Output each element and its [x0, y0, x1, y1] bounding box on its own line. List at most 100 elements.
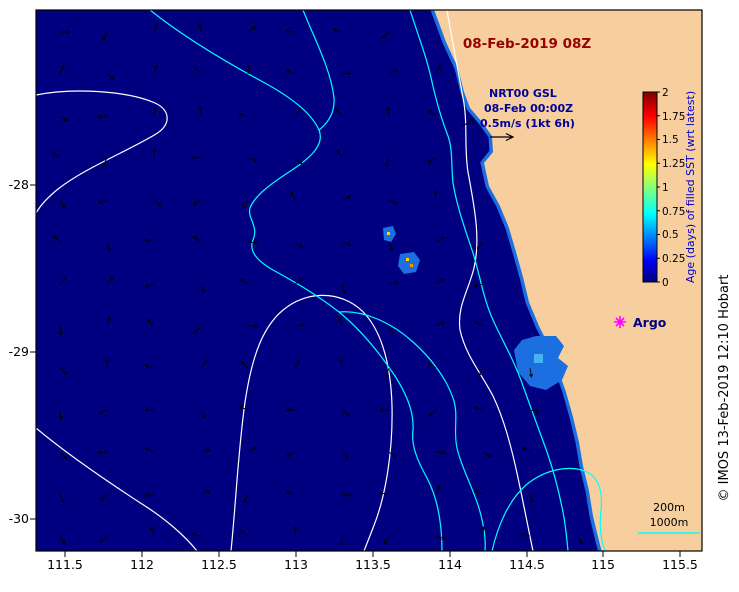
x-axis-ticks [64, 551, 681, 557]
scale-arrow-icon [490, 132, 515, 142]
map-plot-area [36, 10, 702, 551]
x-tick-label: 112.5 [201, 557, 237, 572]
current-vector-arrow [200, 283, 206, 294]
current-vector-arrow [384, 157, 390, 168]
current-vector-field [51, 22, 583, 546]
current-vector-arrow [428, 110, 437, 117]
colorbar-tick-label: 1.25 [662, 158, 685, 170]
current-vector-arrow [341, 493, 352, 498]
current-vector-arrow [239, 279, 249, 285]
current-vector-arrow [521, 446, 531, 453]
contour-200m-shelf-edge [446, 10, 534, 551]
current-vector-arrow [477, 367, 484, 377]
current-vector-arrow [149, 526, 155, 537]
current-vector-arrow [53, 234, 61, 243]
colorbar-tick-label: 1 [662, 182, 669, 194]
legend-1000m-label: 1000m [650, 516, 689, 529]
current-vector-arrow [294, 157, 303, 165]
current-vector-arrow [285, 69, 296, 75]
current-vector-arrow [529, 493, 534, 504]
current-vector-arrow [435, 485, 441, 495]
colorbar-ticks [657, 91, 660, 283]
current-vector-arrow [294, 108, 302, 117]
current-vector-arrow [106, 276, 114, 285]
contour-1000m-main [149, 10, 443, 551]
current-vector-arrow [247, 323, 258, 328]
current-vector-arrow [59, 535, 66, 545]
current-vector-arrow [428, 409, 437, 417]
sst-age-patch-inner [534, 354, 543, 363]
current-vector-arrow [286, 451, 296, 457]
current-vector-arrow [200, 409, 206, 419]
current-vector-arrow [435, 535, 446, 540]
current-vector-arrow [58, 325, 63, 336]
annotation-vector-scale: 0.5m/s (1kt 6h) [480, 117, 575, 130]
annotation-product: NRT00 GSL [489, 87, 557, 100]
colorbar-tick-label: 1.5 [662, 134, 679, 146]
current-vector-arrow [294, 323, 305, 328]
current-vector-arrow [200, 489, 211, 495]
argo-asterisk [614, 316, 626, 328]
current-vector-arrow [102, 157, 108, 167]
sst-speckle [387, 232, 390, 235]
current-vector-arrow [59, 451, 67, 460]
legend-200m-label: 200m [653, 501, 685, 514]
annotation-time: 08-Feb 00:00Z [484, 102, 573, 115]
current-vector-arrow [99, 535, 108, 543]
x-tick-label: 113 [284, 557, 308, 572]
current-vector-arrow [388, 199, 398, 205]
y-tick-label: -30 [9, 511, 29, 526]
current-vector-arrow [473, 490, 484, 495]
current-vector-arrow [106, 73, 115, 81]
current-vector-arrow [481, 526, 486, 537]
current-vector-arrow [285, 490, 296, 495]
x-tick-label: 111.5 [47, 557, 83, 572]
current-vector-arrow [576, 535, 583, 544]
current-vector-arrow [59, 276, 67, 285]
current-vector-arrow [238, 112, 249, 117]
x-tick-label: 115.5 [662, 557, 698, 572]
colorbar-tick-label: 0.75 [662, 206, 685, 218]
current-vector-arrow [144, 407, 155, 412]
colorbar-tick-label: 0 [662, 277, 669, 289]
small-arrow-icon [461, 118, 475, 127]
current-vector-arrow [335, 108, 343, 117]
current-vector-arrow [293, 526, 298, 537]
current-vector-arrow [473, 406, 484, 411]
current-vector-arrow [106, 316, 112, 327]
current-vector-arrow [285, 29, 296, 34]
credit-text: © IMOS 13-Feb-2019 12:10 Hobart [717, 275, 732, 502]
current-vector-arrow [59, 115, 69, 122]
current-vector-arrow [198, 106, 203, 117]
current-vector-arrow [433, 190, 438, 201]
current-vector-arrow [100, 493, 108, 502]
colorbar-tick-label: 0.25 [662, 253, 685, 265]
contour-200m-southwest [36, 427, 198, 551]
current-vector-arrow [59, 493, 65, 503]
map-title: 08-Feb-2019 08Z [463, 36, 592, 52]
current-vector-arrow [386, 106, 391, 117]
current-vector-arrow [247, 157, 258, 163]
current-vector-arrow [341, 451, 349, 460]
current-vector-arrow [339, 535, 344, 546]
colorbar-tick-label: 2 [662, 87, 669, 99]
current-vector-arrow [247, 25, 256, 33]
current-vector-arrow [153, 106, 158, 117]
argo-label: Argo [633, 315, 667, 330]
current-vector-arrow [294, 359, 300, 369]
current-vector-arrow [197, 22, 203, 33]
current-vector-arrow [97, 409, 108, 415]
current-vector-arrow [192, 199, 202, 206]
land-mass [434, 10, 702, 551]
current-vector-arrow [97, 450, 108, 455]
current-vector-arrow [379, 407, 390, 412]
contour-200m-south-loop [230, 294, 393, 551]
current-vector-arrow [147, 318, 155, 327]
current-vector-arrow [529, 409, 540, 414]
current-vector-arrow [435, 450, 446, 455]
x-tick-label: 114 [438, 557, 462, 572]
current-vector-arrow [60, 30, 70, 34]
y-axis-ticks [30, 184, 36, 520]
current-vector-arrow [474, 321, 484, 327]
